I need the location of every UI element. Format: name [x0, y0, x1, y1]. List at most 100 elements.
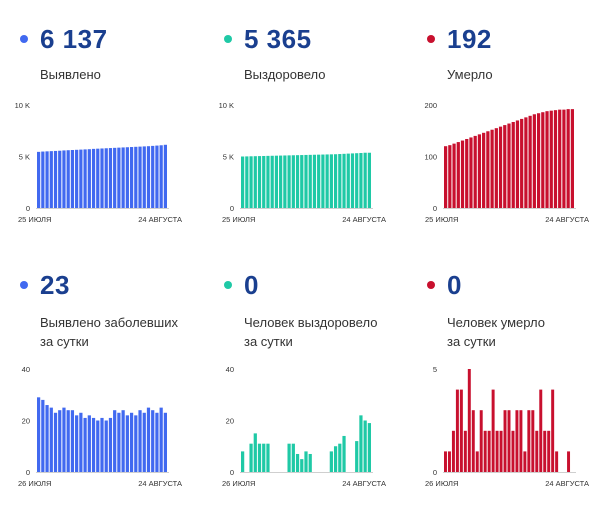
bar [308, 453, 312, 472]
y-tick-label: 0 [433, 468, 437, 477]
bar [41, 151, 45, 208]
bar [317, 154, 321, 208]
stat-value: 0 [244, 269, 259, 300]
bar [100, 148, 104, 208]
stat-label: за сутки [40, 334, 89, 349]
bar [475, 451, 479, 472]
x-tick-label: 25 ИЮЛЯ [425, 215, 458, 224]
bar [262, 155, 266, 208]
bar [125, 147, 129, 208]
bar [455, 389, 459, 472]
bar [270, 155, 274, 208]
bar [279, 155, 283, 208]
bar [159, 145, 163, 208]
y-tick-label: 5 K [223, 153, 234, 162]
bar [523, 451, 527, 472]
chart-daily-died: 0 5 26 ИЮЛЯ 24 АВГУСТА [425, 365, 589, 488]
legend-dot [20, 35, 28, 43]
bar [499, 430, 503, 472]
bar [91, 148, 96, 208]
bar [257, 156, 262, 208]
bar [91, 417, 96, 472]
legend-dot [224, 281, 232, 289]
chart-died: 0 100 200 25 ИЮЛЯ 24 АВГУСТА [424, 101, 589, 224]
y-tick-label: 40 [22, 365, 30, 374]
bar [467, 369, 471, 472]
panel-daily-detected: 23 Выявлено заболевших за сутки 0 20 40 26 … [0, 268, 200, 508]
panel-daily-died: 0 Человек умерло за сутки 0 5 26 ИЮЛЯ 24 АВ… [407, 268, 605, 508]
stat-row: 192 [407, 22, 492, 56]
bar [355, 441, 359, 472]
bar [350, 153, 355, 208]
legend-dot [427, 35, 435, 43]
bar [142, 146, 146, 208]
stat-value: 5 365 [244, 23, 312, 54]
bar [274, 155, 279, 208]
bar [547, 430, 551, 472]
stat-value: 23 [40, 269, 70, 300]
x-tick-label: 26 ИЮЛЯ [222, 479, 255, 488]
bar [129, 412, 134, 472]
bar [539, 389, 543, 472]
panel-died: 192 Умерло 0 100 200 25 ИЮЛЯ 24 АВГУСТА [407, 22, 605, 240]
bar [511, 121, 515, 208]
bar [444, 146, 448, 208]
bar [62, 407, 66, 472]
bar [159, 407, 163, 472]
bar [66, 410, 70, 472]
bar [355, 153, 359, 208]
bar [134, 146, 138, 208]
bar [151, 145, 155, 208]
bar [142, 412, 146, 472]
x-tick-label: 26 ИЮЛЯ [425, 479, 458, 488]
bar [503, 410, 507, 472]
x-tick-label: 25 ИЮЛЯ [18, 215, 51, 224]
stat-label: Выявлено [40, 67, 101, 82]
bar [79, 149, 83, 208]
bar [498, 126, 503, 208]
bar [304, 154, 308, 208]
bar [283, 155, 287, 208]
bar [287, 155, 291, 208]
bar [477, 134, 482, 208]
chart-daily-recovered: 0 20 40 26 ИЮЛЯ 24 АВГУСТА [222, 365, 386, 488]
bar [451, 430, 455, 472]
bar [507, 410, 511, 472]
bar [444, 451, 447, 472]
y-tick-label: 10 K [15, 101, 30, 110]
bar [359, 152, 363, 208]
stat-label: Умерло [447, 67, 493, 82]
bar [75, 149, 79, 208]
bar [325, 154, 329, 208]
bar [566, 109, 570, 208]
y-tick-label: 0 [26, 204, 30, 213]
bar [541, 112, 545, 208]
bar [291, 443, 295, 472]
bar [545, 111, 549, 208]
y-tick-label: 20 [22, 417, 30, 426]
y-tick-label: 20 [226, 417, 234, 426]
bar [471, 410, 475, 472]
bar [511, 430, 515, 472]
bar [151, 410, 155, 472]
bar [495, 430, 499, 472]
bar [473, 135, 477, 208]
bar [41, 399, 45, 472]
bar [155, 412, 159, 472]
bar [570, 109, 574, 208]
bar [532, 114, 536, 208]
bar [520, 118, 524, 208]
bar [37, 397, 41, 472]
bar [37, 151, 41, 208]
bar [117, 147, 121, 208]
y-tick-label: 5 K [19, 153, 30, 162]
bar [503, 125, 507, 208]
y-tick-label: 100 [424, 153, 437, 162]
bar [363, 420, 367, 472]
bar [266, 155, 270, 208]
bar [304, 451, 308, 472]
stat-row: 5 365 [204, 22, 312, 56]
bar [129, 147, 134, 208]
bar [359, 415, 363, 472]
bar [253, 156, 257, 208]
